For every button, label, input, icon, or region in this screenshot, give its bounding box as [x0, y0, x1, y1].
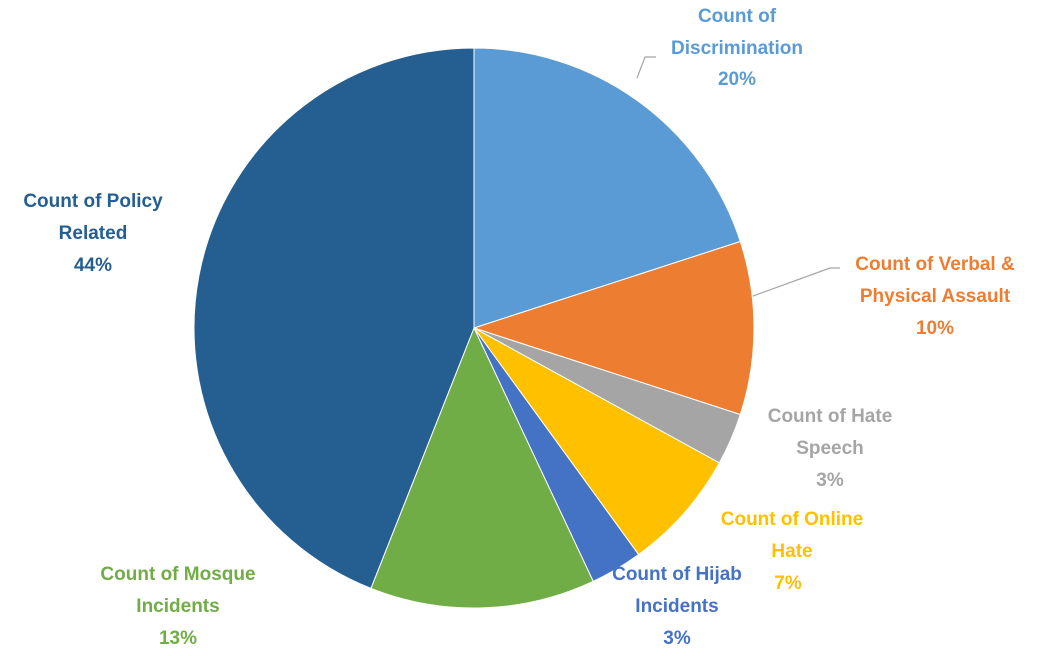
slice-value-label: 10%	[915, 318, 955, 339]
slice-label: Count of Hate Speech	[767, 406, 893, 459]
pie-slice	[370, 326, 594, 609]
pie-slice	[473, 47, 741, 329]
slice-value-label: 13%	[158, 628, 198, 649]
leader-line	[741, 267, 840, 301]
slice-value-label: 7%	[774, 573, 802, 594]
slice-label: Count of Online Hate	[720, 509, 864, 562]
pie-slice	[193, 47, 475, 589]
slice-label: Count of Verbal & Physical Assault	[855, 254, 1015, 307]
slice-value-label: 44%	[73, 255, 113, 276]
slice-value-label: 3%	[663, 628, 691, 649]
pie-slice	[473, 327, 721, 556]
slice-label: Count of Mosque Incidents	[100, 564, 256, 617]
slice-label: Count of Policy Related	[23, 191, 163, 244]
slice-label: Count of Hijab Incidents	[612, 564, 742, 617]
slice-value-label: 3%	[816, 470, 844, 491]
leader-line	[636, 56, 656, 79]
pie-slice	[472, 240, 755, 416]
slice-label: Count of Discrimination	[671, 6, 803, 59]
slice-value-label: 20%	[717, 69, 757, 90]
